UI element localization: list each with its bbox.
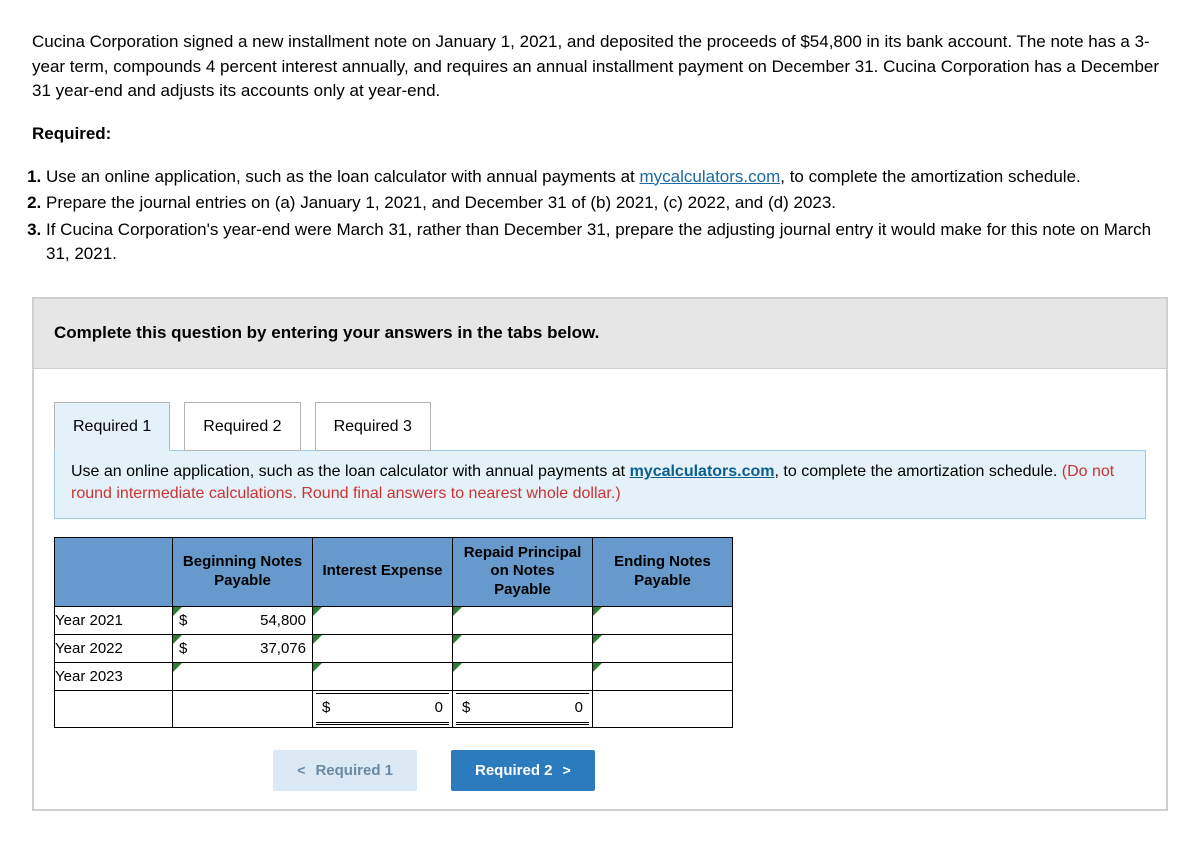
table-row: Year 2021 $ 54,800 — [55, 606, 733, 634]
cell-repaid[interactable] — [453, 634, 593, 662]
cell-repaid[interactable] — [453, 606, 593, 634]
currency-symbol: $ — [179, 638, 193, 660]
cell-repaid-total: $ 0 — [453, 690, 593, 727]
instr-pre: Use an online application, such as the l… — [71, 463, 630, 480]
cell-interest[interactable] — [313, 634, 453, 662]
currency-symbol: $ — [179, 610, 193, 632]
tab-required-1[interactable]: Required 1 — [54, 402, 170, 451]
required-heading: Required: — [32, 122, 1168, 147]
cell-interest[interactable] — [313, 606, 453, 634]
mycalculators-link-2[interactable]: mycalculators.com — [630, 463, 775, 480]
cell-ending[interactable] — [593, 634, 733, 662]
answer-container: Complete this question by entering your … — [32, 297, 1168, 811]
cell-ending[interactable] — [593, 606, 733, 634]
currency-symbol: $ — [462, 697, 476, 719]
currency-symbol: $ — [322, 697, 336, 719]
cell-ending[interactable] — [593, 662, 733, 690]
chevron-right-icon: > — [563, 760, 571, 780]
cell-repaid[interactable] — [453, 662, 593, 690]
th-blank — [55, 537, 173, 606]
cell-beginning[interactable]: $ 37,076 — [173, 634, 313, 662]
nav-row: < Required 1 Required 2 > — [54, 728, 814, 792]
prev-button[interactable]: < Required 1 — [273, 750, 417, 792]
requirement-2: Prepare the journal entries on (a) Janua… — [46, 191, 1168, 216]
row-label: Year 2023 — [55, 662, 173, 690]
cell-beginning-total — [173, 690, 313, 727]
cell-interest[interactable] — [313, 662, 453, 690]
total-value: 0 — [476, 697, 583, 719]
mycalculators-link[interactable]: mycalculators.com — [639, 167, 780, 186]
cell-value: 54,800 — [193, 610, 306, 632]
next-button[interactable]: Required 2 > — [451, 750, 595, 792]
tab-required-2[interactable]: Required 2 — [184, 402, 300, 451]
total-value: 0 — [336, 697, 443, 719]
th-beginning: Beginning Notes Payable — [173, 537, 313, 606]
chevron-left-icon: < — [297, 760, 305, 780]
totals-row: $ 0 $ 0 — [55, 690, 733, 727]
tab-instruction: Use an online application, such as the l… — [54, 450, 1146, 519]
next-label: Required 2 — [475, 760, 553, 782]
row-label: Year 2022 — [55, 634, 173, 662]
req1-pre: Use an online application, such as the l… — [46, 167, 639, 186]
cell-beginning[interactable] — [173, 662, 313, 690]
cell-value: 37,076 — [193, 638, 306, 660]
problem-statement: Cucina Corporation signed a new installm… — [32, 30, 1168, 104]
instr-mid: , to complete the amortization schedule. — [775, 463, 1062, 480]
tabs-row: Required 1 Required 2 Required 3 — [34, 369, 1166, 450]
row-label-blank — [55, 690, 173, 727]
row-label: Year 2021 — [55, 606, 173, 634]
requirements-list: Use an online application, such as the l… — [32, 165, 1168, 268]
prev-label: Required 1 — [315, 760, 393, 782]
requirement-3: If Cucina Corporation's year-end were Ma… — [46, 218, 1168, 267]
tab-required-3[interactable]: Required 3 — [315, 402, 431, 451]
th-repaid: Repaid Principal on Notes Payable — [453, 537, 593, 606]
cell-interest-total: $ 0 — [313, 690, 453, 727]
requirement-1: Use an online application, such as the l… — [46, 165, 1168, 190]
amortization-table: Beginning Notes Payable Interest Expense… — [54, 537, 733, 728]
table-row: Year 2023 — [55, 662, 733, 690]
cell-beginning[interactable]: $ 54,800 — [173, 606, 313, 634]
table-row: Year 2022 $ 37,076 — [55, 634, 733, 662]
cell-ending-total — [593, 690, 733, 727]
th-ending: Ending Notes Payable — [593, 537, 733, 606]
th-interest: Interest Expense — [313, 537, 453, 606]
instruction-banner: Complete this question by entering your … — [34, 299, 1166, 369]
req1-post: , to complete the amortization schedule. — [780, 167, 1081, 186]
